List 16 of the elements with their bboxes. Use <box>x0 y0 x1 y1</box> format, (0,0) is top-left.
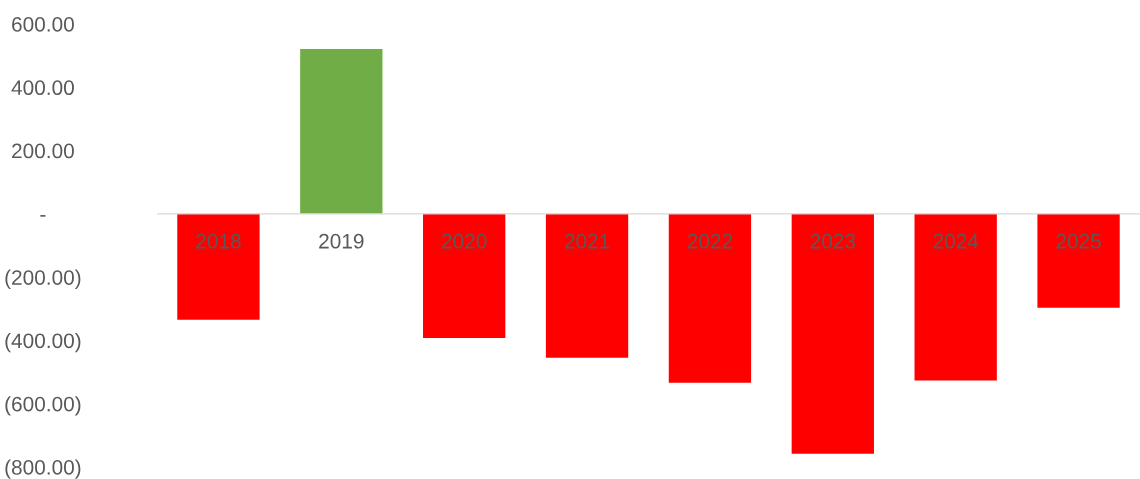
x-tick-label: 2018 <box>196 233 241 249</box>
x-tick-label: 2023 <box>810 233 856 249</box>
x-tick-label: 2019 <box>319 233 364 249</box>
y-tick-label: 600.00 <box>12 17 74 32</box>
y-tick-label: - <box>40 215 46 217</box>
y-tick-label: (200.00) <box>5 269 81 289</box>
x-tick-label: 2021 <box>564 233 610 249</box>
y-tick-label: 400.00 <box>11 80 74 96</box>
x-tick-label: 2020 <box>442 233 487 249</box>
y-tick-label: (600.00) <box>5 396 81 416</box>
y-tick-label: 200.00 <box>12 143 74 159</box>
x-tick-label: 2025 <box>1056 233 1101 249</box>
x-tick-label: 2024 <box>933 233 979 249</box>
x-tick-label: 2022 <box>687 233 733 249</box>
y-tick-label: (400.00) <box>5 332 81 353</box>
y-tick-label: (800.00) <box>5 459 81 479</box>
